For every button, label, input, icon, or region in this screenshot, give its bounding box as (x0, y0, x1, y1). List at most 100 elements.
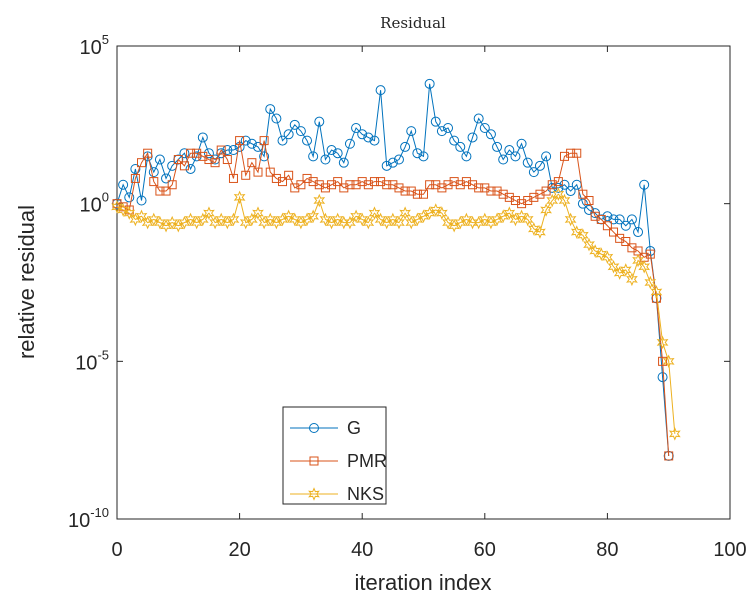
data-point-nks (478, 212, 491, 227)
data-point-g (259, 151, 270, 162)
data-point-pmr (271, 173, 281, 183)
data-point-g (240, 135, 251, 146)
legend-marker-g (309, 423, 319, 433)
data-point-g (620, 220, 631, 231)
data-point-pmr (627, 243, 637, 253)
data-point-nks (166, 215, 179, 230)
data-point-nks (650, 285, 663, 299)
data-point-nks (442, 215, 454, 230)
data-point-nks (221, 215, 234, 230)
chart-title: Residual (380, 14, 446, 32)
data-point-pmr (137, 158, 147, 168)
data-point-nks (350, 209, 362, 224)
data-point-nks (527, 222, 540, 236)
data-point-g (375, 85, 386, 96)
data-point-nks (509, 212, 522, 227)
data-point-g (639, 179, 650, 190)
data-point-nks (656, 335, 669, 350)
data-point-nks (295, 215, 307, 230)
data-point-pmr (425, 180, 435, 190)
data-point-g (332, 148, 343, 159)
data-point-pmr (492, 186, 502, 196)
legend-box (282, 406, 387, 505)
y-tick-exponent: 0 (102, 190, 109, 205)
data-point-g (534, 160, 545, 171)
data-point-nks (644, 275, 657, 290)
data-point-pmr (351, 180, 361, 190)
data-point-pmr (241, 170, 251, 180)
data-point-nks (564, 212, 577, 227)
data-point-nks (319, 212, 332, 227)
data-point-pmr (363, 180, 373, 190)
data-point-pmr (498, 189, 508, 199)
data-point-nks (313, 193, 326, 208)
data-point-pmr (572, 148, 582, 158)
data-point-pmr (394, 183, 404, 193)
data-point-g (461, 151, 472, 162)
data-point-nks (626, 272, 638, 287)
data-point-pmr (327, 180, 337, 190)
series-line-pmr (116, 140, 670, 456)
data-point-pmr (645, 249, 655, 259)
data-point-pmr (486, 186, 496, 196)
data-point-nks (147, 212, 160, 227)
data-point-pmr (437, 183, 447, 193)
data-point-pmr (222, 155, 232, 165)
data-point-g (179, 148, 190, 159)
data-point-pmr (259, 136, 269, 146)
x-tick-label: 20 (228, 539, 250, 561)
data-point-nks (203, 206, 215, 220)
data-point-pmr (609, 227, 619, 237)
data-point-pmr (382, 180, 392, 190)
data-point-pmr (461, 177, 471, 187)
series-line-g (116, 83, 670, 456)
data-point-g (412, 148, 423, 159)
data-point-g (314, 116, 325, 127)
data-point-g (424, 78, 435, 89)
series-layer (111, 78, 681, 461)
data-point-nks (595, 247, 608, 261)
data-point-pmr (284, 170, 294, 180)
data-point-g (492, 141, 503, 152)
data-point-pmr (443, 180, 453, 190)
data-point-g (283, 129, 294, 140)
data-point-nks (399, 206, 411, 220)
data-point-nks (374, 212, 387, 227)
data-point-pmr (621, 237, 631, 247)
data-point-nks (497, 209, 510, 224)
data-point-g (626, 214, 637, 225)
data-point-g (302, 135, 313, 146)
x-tick-label: 80 (596, 539, 618, 561)
data-point-pmr (198, 151, 208, 161)
data-point-pmr (615, 233, 625, 243)
data-point-g (308, 151, 319, 162)
data-point-pmr (553, 177, 563, 187)
data-point-pmr (584, 196, 594, 206)
data-point-nks (386, 212, 399, 227)
data-point-pmr (149, 177, 159, 187)
data-point-nks (570, 225, 583, 239)
data-point-g (577, 198, 588, 209)
legend-label-g: G (347, 418, 361, 438)
data-point-nks (282, 209, 295, 224)
data-point-pmr (143, 148, 153, 158)
data-point-nks (307, 209, 320, 224)
data-point-nks (227, 212, 240, 227)
data-point-nks (613, 266, 626, 280)
data-point-g (541, 151, 552, 162)
legend-label-nks: NKS (347, 484, 384, 504)
data-point-nks (448, 218, 461, 233)
data-point-pmr (547, 180, 557, 190)
data-point-pmr (192, 148, 202, 158)
data-point-g (443, 122, 454, 133)
data-point-pmr (290, 183, 300, 193)
data-point-nks (534, 225, 546, 239)
data-point-g (430, 116, 441, 127)
data-point-nks (331, 212, 344, 227)
data-point-g (271, 113, 282, 124)
data-point-pmr (480, 183, 490, 193)
data-point-g (436, 126, 447, 137)
data-point-nks (423, 206, 436, 220)
data-point-g (381, 160, 392, 171)
y-tick-base: 10 (75, 352, 97, 374)
